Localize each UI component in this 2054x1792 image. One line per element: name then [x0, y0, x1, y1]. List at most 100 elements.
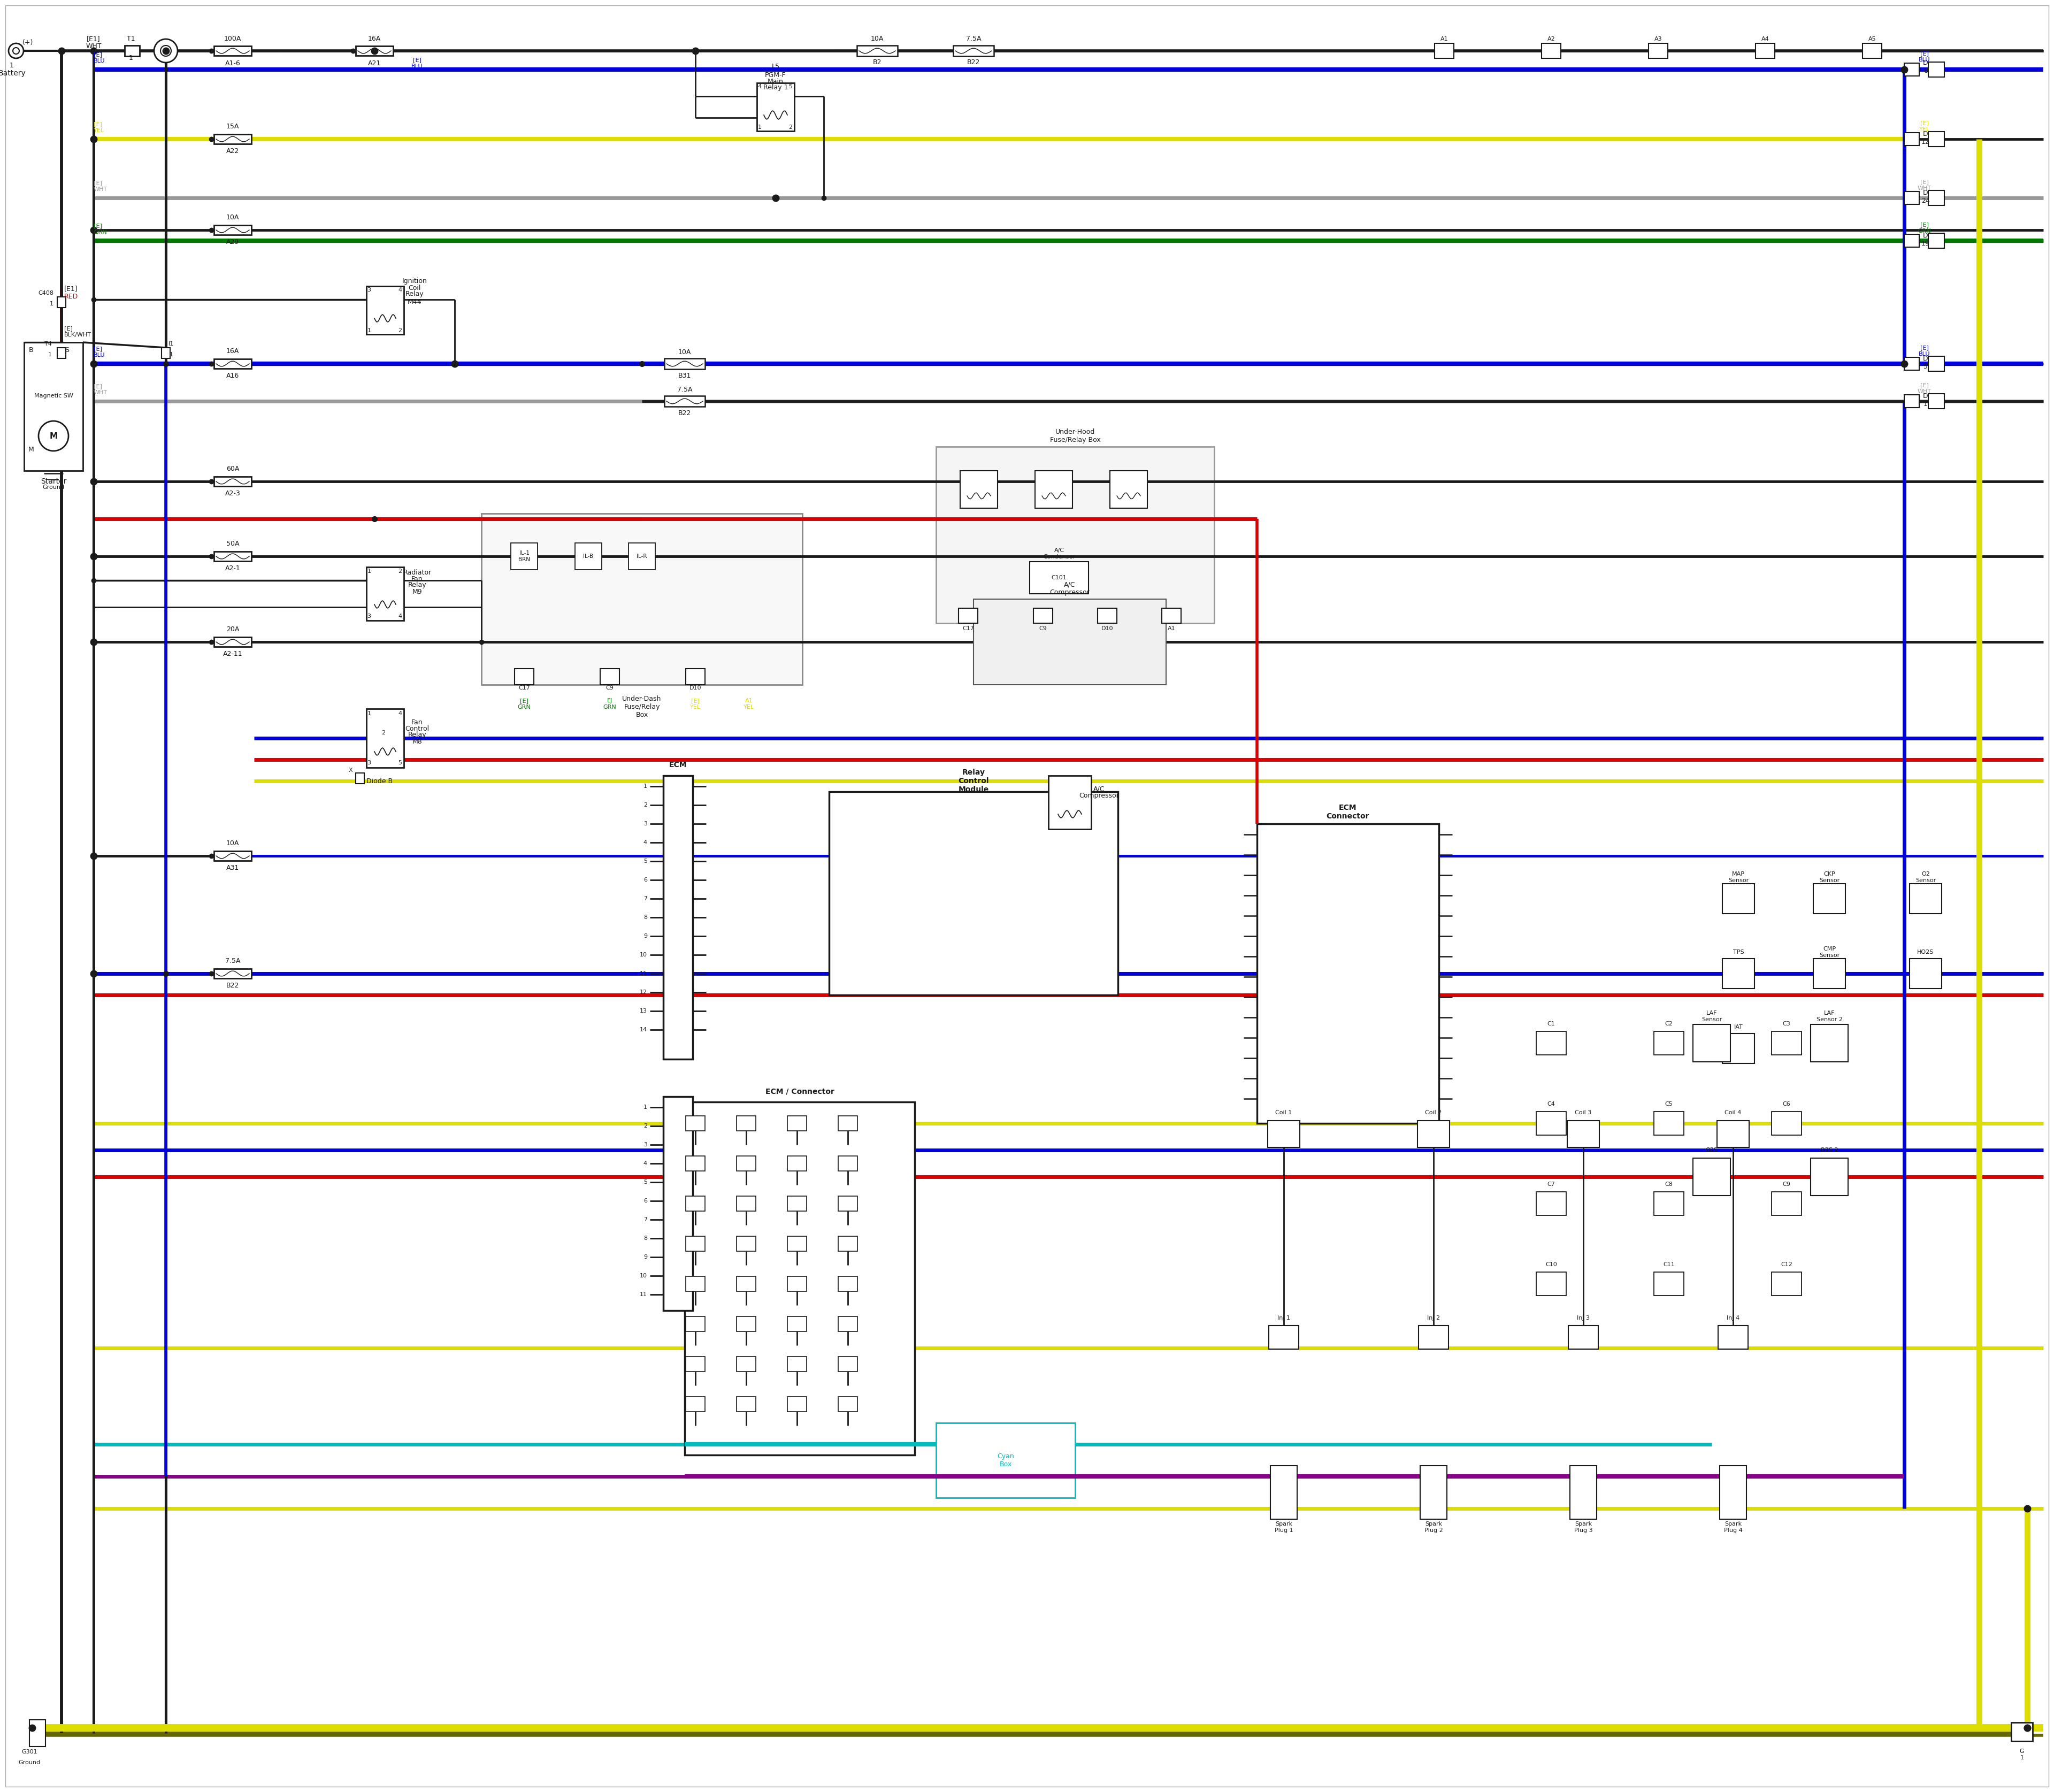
- Text: Spark
Plug 2: Spark Plug 2: [1423, 1521, 1442, 1532]
- Text: 4: 4: [758, 84, 762, 90]
- Text: M: M: [29, 446, 35, 453]
- Text: A29: A29: [226, 238, 238, 246]
- Bar: [1910, 883, 1941, 914]
- Bar: [214, 969, 251, 978]
- Bar: [1653, 1272, 1684, 1296]
- Bar: [1257, 824, 1440, 1124]
- Text: D
24: D 24: [1920, 190, 1931, 204]
- Text: 3: 3: [368, 287, 372, 292]
- Text: 100A: 100A: [224, 36, 240, 41]
- Bar: [1929, 233, 1945, 249]
- Bar: [1569, 1326, 1598, 1349]
- Text: Coil 1: Coil 1: [1276, 1109, 1292, 1115]
- Bar: [1771, 1032, 1801, 1055]
- Bar: [1536, 1111, 1565, 1134]
- Text: Spark
Plug 1: Spark Plug 1: [1273, 1521, 1294, 1532]
- Bar: [125, 45, 140, 56]
- Bar: [162, 348, 170, 358]
- Text: C9: C9: [1039, 625, 1048, 631]
- Bar: [575, 543, 602, 570]
- Text: [E]
BLU: [E] BLU: [1918, 50, 1931, 63]
- Bar: [214, 638, 251, 647]
- Text: Relay: Relay: [409, 731, 427, 738]
- Text: 4: 4: [398, 287, 403, 292]
- Text: B31: B31: [678, 373, 692, 378]
- Bar: [1771, 1111, 1801, 1134]
- Text: WHT: WHT: [86, 43, 101, 50]
- Bar: [1904, 63, 1918, 75]
- Text: 1: 1: [368, 711, 372, 717]
- Text: TPS: TPS: [1734, 950, 1744, 955]
- Text: 7: 7: [643, 896, 647, 901]
- Bar: [737, 1317, 756, 1331]
- Text: Inj 4: Inj 4: [1727, 1315, 1740, 1321]
- Bar: [1929, 190, 1945, 206]
- Bar: [600, 668, 620, 685]
- Bar: [1814, 883, 1844, 914]
- Text: Under-Dash
Fuse/Relay
Box: Under-Dash Fuse/Relay Box: [622, 695, 661, 719]
- Text: [E]
BLU: [E] BLU: [94, 346, 105, 358]
- Bar: [1904, 357, 1918, 371]
- Text: IL-1
BRN: IL-1 BRN: [518, 550, 530, 563]
- Bar: [663, 776, 692, 1059]
- Text: Relay 1: Relay 1: [764, 84, 789, 91]
- Text: B2: B2: [873, 59, 881, 66]
- Bar: [214, 552, 251, 561]
- Text: C5: C5: [1666, 1102, 1672, 1107]
- Text: 1: 1: [168, 351, 173, 357]
- Text: 4: 4: [643, 1161, 647, 1167]
- Text: 16A: 16A: [226, 348, 238, 355]
- Text: 1: 1: [368, 328, 372, 333]
- Text: A2-11: A2-11: [224, 650, 242, 658]
- Text: 15A: 15A: [226, 124, 238, 131]
- Text: 1: 1: [758, 125, 762, 131]
- Bar: [1569, 1466, 1596, 1520]
- Text: Spark
Plug 4: Spark Plug 4: [1723, 1521, 1742, 1532]
- Text: M8: M8: [413, 738, 423, 745]
- Bar: [1536, 1032, 1565, 1055]
- Text: 1: 1: [49, 301, 53, 306]
- Text: 14: 14: [639, 1027, 647, 1032]
- Text: Magnetic SW: Magnetic SW: [35, 392, 74, 398]
- Text: 13: 13: [639, 1009, 647, 1014]
- Text: O2S 2: O2S 2: [1820, 1147, 1838, 1152]
- Text: EJ
GRN: EJ GRN: [604, 699, 616, 710]
- Bar: [1904, 394, 1918, 407]
- Bar: [1097, 607, 1117, 624]
- Text: 50A: 50A: [226, 541, 238, 548]
- Text: C9: C9: [1783, 1181, 1791, 1186]
- Text: [E]
WHT: [E] WHT: [94, 383, 107, 396]
- Text: D
19: D 19: [1920, 233, 1931, 247]
- Text: Spark
Plug 3: Spark Plug 3: [1573, 1521, 1592, 1532]
- Bar: [366, 566, 405, 620]
- Bar: [787, 1276, 807, 1292]
- Text: ECM
Connector: ECM Connector: [1327, 805, 1370, 821]
- Text: 10: 10: [639, 952, 647, 957]
- Bar: [838, 1396, 857, 1412]
- Text: Coil: Coil: [409, 285, 421, 292]
- Text: A16: A16: [226, 373, 238, 380]
- Text: 2: 2: [643, 803, 647, 808]
- Text: 10A: 10A: [678, 348, 692, 355]
- Text: [E]
YEL: [E] YEL: [690, 699, 700, 710]
- Bar: [1771, 1192, 1801, 1215]
- Text: 4: 4: [398, 711, 403, 717]
- Text: ECM: ECM: [670, 762, 686, 769]
- Bar: [1035, 471, 1072, 509]
- Bar: [737, 1156, 756, 1170]
- Text: Fan: Fan: [411, 575, 423, 582]
- Text: Cyan
Box: Cyan Box: [996, 1453, 1015, 1468]
- Circle shape: [39, 421, 68, 452]
- Bar: [830, 792, 1117, 995]
- Text: B22: B22: [678, 410, 692, 416]
- Bar: [355, 47, 392, 56]
- Bar: [787, 1236, 807, 1251]
- Text: A1: A1: [1167, 625, 1175, 631]
- Text: 10: 10: [639, 1272, 647, 1278]
- Text: Battery: Battery: [0, 70, 25, 77]
- Text: 10A: 10A: [226, 840, 238, 848]
- Bar: [1419, 1326, 1448, 1349]
- Text: [E]
YEL: [E] YEL: [94, 122, 105, 133]
- Circle shape: [8, 43, 23, 59]
- Bar: [686, 1236, 705, 1251]
